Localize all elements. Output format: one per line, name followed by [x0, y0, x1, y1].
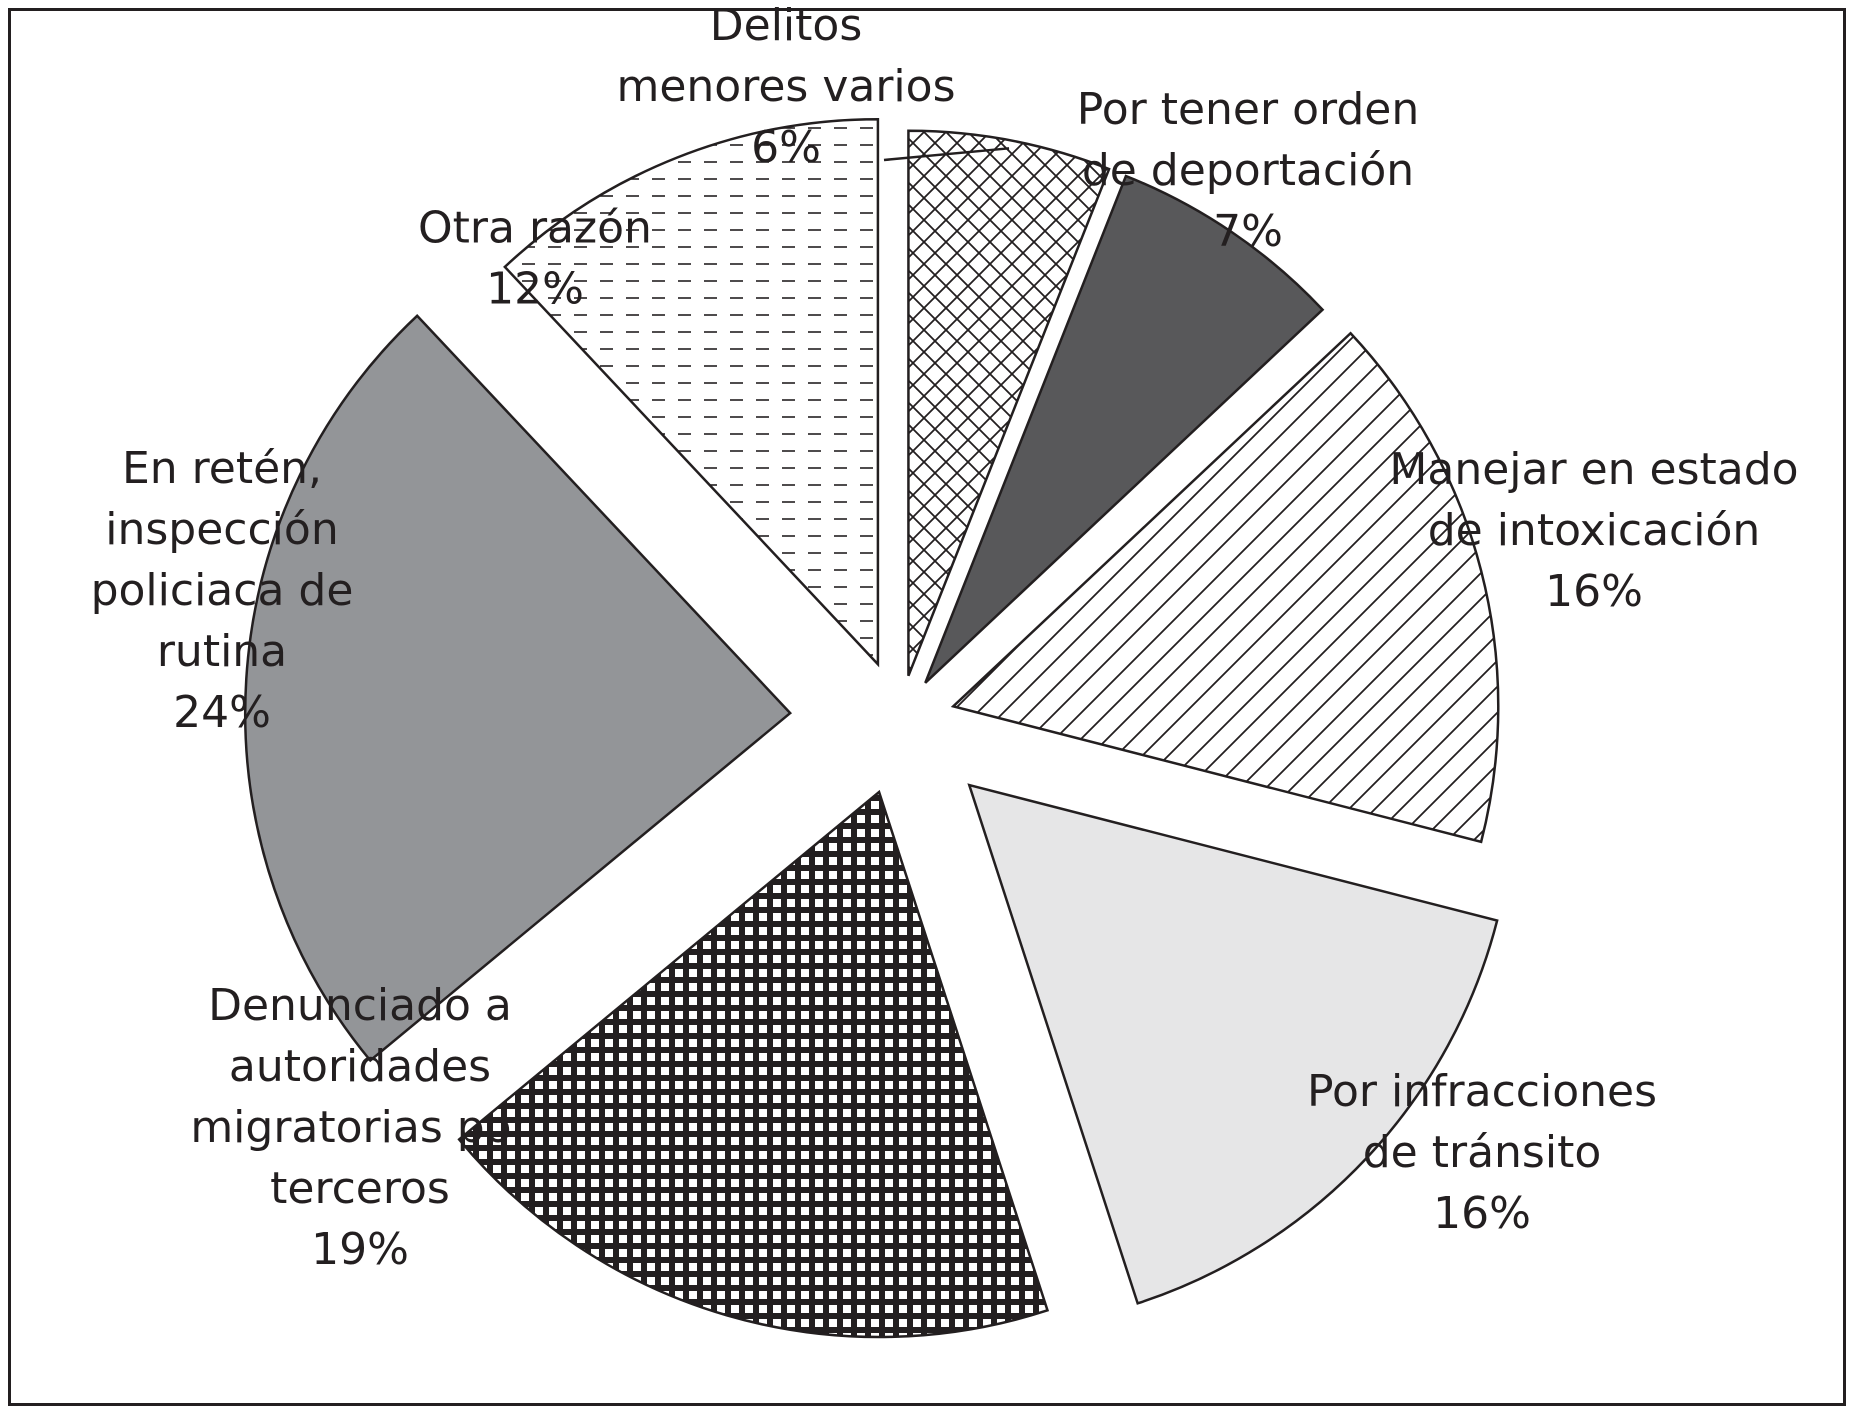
slice-label-line: terceros — [270, 1163, 450, 1214]
slice-label-line: Otra razón — [418, 203, 652, 254]
slice-label-reten-inspeccion: En retén, inspección policiaca de rutina 24% — [91, 443, 354, 738]
slice-label-line: de intoxicación — [1428, 505, 1761, 556]
slice-label-line: Por infracciones — [1307, 1066, 1657, 1117]
slice-percent-delitos-menores: 6% — [751, 122, 821, 173]
pie-slice-infracciones-transito — [967, 783, 1499, 1305]
slice-label-line: policiaca de — [91, 565, 354, 616]
slice-percent-reten-inspeccion: 24% — [173, 687, 271, 738]
slice-label-delitos-menores: Delitos menores varios 6% — [616, 0, 955, 173]
slice-label-denunciado-terceros: Denunciado a autoridades migratorias por te… — [190, 980, 530, 1275]
delitos-leader-line — [883, 147, 1010, 162]
slice-label-line: Por tener orden — [1077, 84, 1419, 135]
pie-slice-orden-deportacion — [924, 174, 1325, 684]
slice-label-line: Denunciado a — [208, 980, 512, 1031]
slice-label-line: autoridades — [229, 1041, 491, 1092]
slice-label-orden-deportacion: Por tener orden de deportación 7% — [1077, 84, 1419, 257]
slice-label-line: de tránsito — [1363, 1127, 1602, 1178]
slice-label-otra-razon: Otra razón 12% — [418, 203, 652, 315]
pie-slice-reten-inspeccion — [243, 314, 793, 1063]
slice-label-line: menores varios — [616, 61, 955, 112]
pie-slice-otra-razon — [503, 117, 880, 668]
slice-label-line: Delitos — [710, 0, 863, 51]
slice-label-line: En retén, — [122, 443, 322, 494]
slice-label-line: inspección — [105, 504, 338, 555]
slice-label-infracciones-transito: Por infracciones de tránsito 16% — [1307, 1066, 1657, 1239]
slice-label-line: de deportación — [1082, 145, 1414, 196]
slice-label-line: rutina — [157, 626, 287, 677]
slice-percent-infracciones-transito: 16% — [1433, 1188, 1531, 1239]
pie-slice-delitos-menores — [907, 129, 1111, 677]
pie-slice-manejar-intoxicacion — [950, 331, 1500, 844]
slice-label-line: migratorias por — [190, 1102, 530, 1153]
pie-slice-denunciado-terceros — [457, 789, 1050, 1339]
slice-percent-orden-deportacion: 7% — [1213, 206, 1283, 257]
slice-percent-manejar-intoxicacion: 16% — [1545, 566, 1643, 617]
slice-percent-denunciado-terceros: 19% — [311, 1224, 409, 1275]
slice-percent-otra-razon: 12% — [486, 264, 584, 315]
slice-label-manejar-intoxicacion: Manejar en estado de intoxicación 16% — [1389, 444, 1798, 617]
slice-label-line: Manejar en estado — [1389, 444, 1798, 495]
